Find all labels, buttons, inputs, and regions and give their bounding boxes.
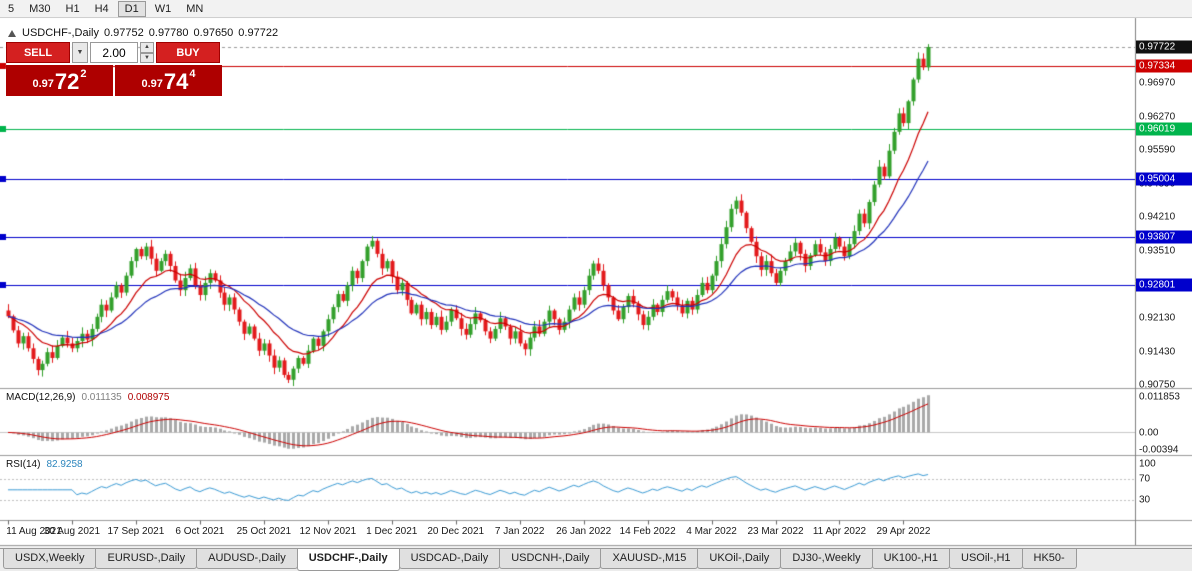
chart-ohlc-header: USDCHF-,Daily 0.97752 0.97780 0.97650 0.… (8, 27, 278, 39)
sell-price-box[interactable]: 0.97 72 2 (6, 65, 113, 96)
timeframe-toolbar: 5 M30 H1 H4 D1 W1 MN (0, 0, 1192, 18)
buy-price-box[interactable]: 0.97 74 4 (115, 65, 222, 96)
ohlc-low: 0.97650 (193, 27, 234, 39)
volume-stepper: ▲ ▼ (140, 42, 154, 63)
ohlc-open: 0.97752 (104, 27, 144, 39)
chart-shift-marker-icon (8, 29, 16, 37)
volume-dropdown-icon[interactable]: ▼ (72, 42, 88, 63)
chart-tab-dj30-weekly[interactable]: DJ30-,Weekly (780, 549, 873, 569)
sell-price-pipette: 2 (80, 68, 87, 80)
timeframe-button-d1[interactable]: D1 (117, 0, 146, 17)
sell-price-big-digits: 72 (54, 69, 80, 94)
chart-tab-usdx-weekly[interactable]: USDX,Weekly (3, 549, 97, 569)
ohlc-close: 0.97722 (238, 27, 279, 39)
macd-signal-value: 0.008975 (127, 392, 170, 403)
macd-name: MACD(12,26,9) (6, 392, 76, 403)
volume-down-icon[interactable]: ▼ (140, 52, 154, 63)
buy-price-prefix: 0.97 (141, 78, 163, 90)
buy-price-pipette: 4 (189, 68, 196, 80)
rsi-value: 82.9258 (46, 459, 83, 470)
chart-tab-audusd-daily[interactable]: AUDUSD-,Daily (196, 549, 298, 569)
sell-button[interactable]: SELL (6, 42, 70, 63)
chart-tab-eurusd-daily[interactable]: EURUSD-,Daily (95, 549, 198, 569)
timeframe-button-m30[interactable]: M30 (29, 2, 51, 15)
chart-symbol-period: USDCHF-,Daily (22, 27, 99, 39)
trade-panel-controls: SELL ▼ ▲ ▼ BUY (6, 42, 222, 63)
ohlc-high: 0.97780 (148, 27, 189, 39)
macd-main-value: 0.011135 (81, 392, 122, 403)
chart-tab-usdchf-daily[interactable]: USDCHF-,Daily (296, 549, 400, 571)
chart-tab-ukoil-daily[interactable]: UKOil-,Daily (697, 549, 782, 569)
buy-button[interactable]: BUY (156, 42, 220, 63)
one-click-trade-panel: SELL ▼ ▲ ▼ BUY 0.97 72 2 0.97 74 4 (6, 42, 222, 96)
trade-panel-prices: 0.97 72 2 0.97 74 4 (6, 65, 222, 96)
timeframe-button-mn[interactable]: MN (186, 2, 204, 15)
macd-indicator-label: MACD(12,26,9) 0.011135 0.008975 (6, 392, 169, 403)
sell-price-prefix: 0.97 (32, 78, 54, 90)
chart-tab-usdcad-daily[interactable]: USDCAD-,Daily (398, 549, 501, 569)
chart-tab-xauusd-m15[interactable]: XAUUSD-,M15 (600, 549, 699, 569)
timeframe-button-h1[interactable]: H1 (65, 2, 80, 15)
volume-input[interactable] (90, 42, 138, 63)
timeframe-button-w1[interactable]: W1 (154, 2, 172, 15)
chart-tab-hk50[interactable]: HK50- (1021, 549, 1077, 569)
volume-up-icon[interactable]: ▲ (140, 42, 154, 53)
chart-tab-usoil-h1[interactable]: USOil-,H1 (949, 549, 1023, 569)
chart-tab-uk100-h1[interactable]: UK100-,H1 (871, 549, 950, 569)
rsi-indicator-label: RSI(14) 82.9258 (6, 459, 83, 470)
timeframe-button-h4[interactable]: H4 (94, 2, 109, 15)
chart-tabs-bar: USDX,Weekly EURUSD-,Daily AUDUSD-,Daily USD… (0, 548, 1192, 571)
timeframe-button-5[interactable]: 5 (8, 2, 15, 15)
rsi-name: RSI(14) (6, 459, 41, 470)
buy-price-big-digits: 74 (163, 69, 189, 94)
chart-tab-usdcnh-daily[interactable]: USDCNH-,Daily (499, 549, 602, 569)
